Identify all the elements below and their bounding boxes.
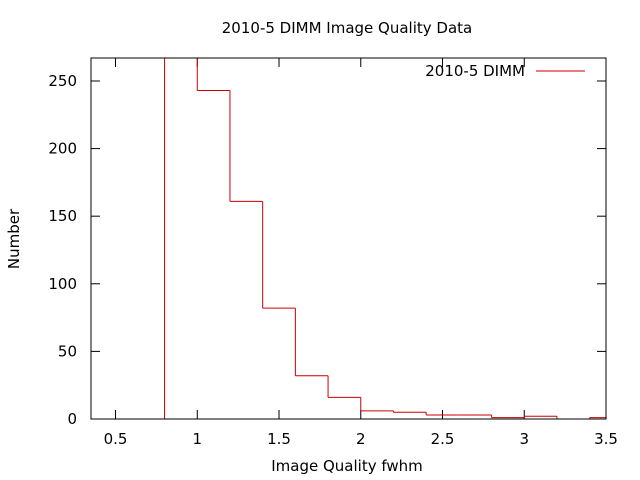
y-tick-label: 100 <box>48 275 77 293</box>
x-tick-label: 1 <box>192 430 202 448</box>
histogram-bin <box>262 201 296 309</box>
histogram-series <box>164 57 606 420</box>
y-tick-label: 150 <box>48 207 77 225</box>
plot-frame <box>90 57 607 420</box>
x-tick-label: 3 <box>519 430 529 448</box>
histogram-bin <box>294 308 329 377</box>
y-tick-label: 50 <box>58 342 77 360</box>
x-axis-label: Image Quality fwhm <box>271 457 423 475</box>
y-tick-label: 200 <box>48 140 77 158</box>
legend: 2010-5 DIMM <box>425 62 585 80</box>
histogram-bin <box>327 375 361 398</box>
y-tick-label: 250 <box>48 72 77 90</box>
histogram-bin <box>491 414 525 419</box>
legend-label: 2010-5 DIMM <box>425 62 525 80</box>
x-tick-label: 0.5 <box>104 430 128 448</box>
axis-ticks: 0.5 1 1.5 2 2.5 3 3.5 0 50 100 150 200 250 <box>48 58 618 448</box>
histogram-bin <box>523 415 557 418</box>
histogram-bin <box>392 410 427 413</box>
histogram-bin <box>360 397 394 412</box>
histogram-bin <box>425 412 459 416</box>
y-axis-label: Number <box>5 208 23 269</box>
y-tick-label: 0 <box>67 410 77 428</box>
chart-title: 2010-5 DIMM Image Quality Data <box>222 19 472 37</box>
histogram-bin <box>229 90 263 202</box>
histogram-bin <box>164 57 198 419</box>
histogram-bin <box>196 58 230 91</box>
x-tick-label: 2.5 <box>431 430 455 448</box>
x-tick-label: 2 <box>356 430 366 448</box>
x-tick-label: 1.5 <box>267 430 291 448</box>
x-tick-label: 3.5 <box>594 430 618 448</box>
